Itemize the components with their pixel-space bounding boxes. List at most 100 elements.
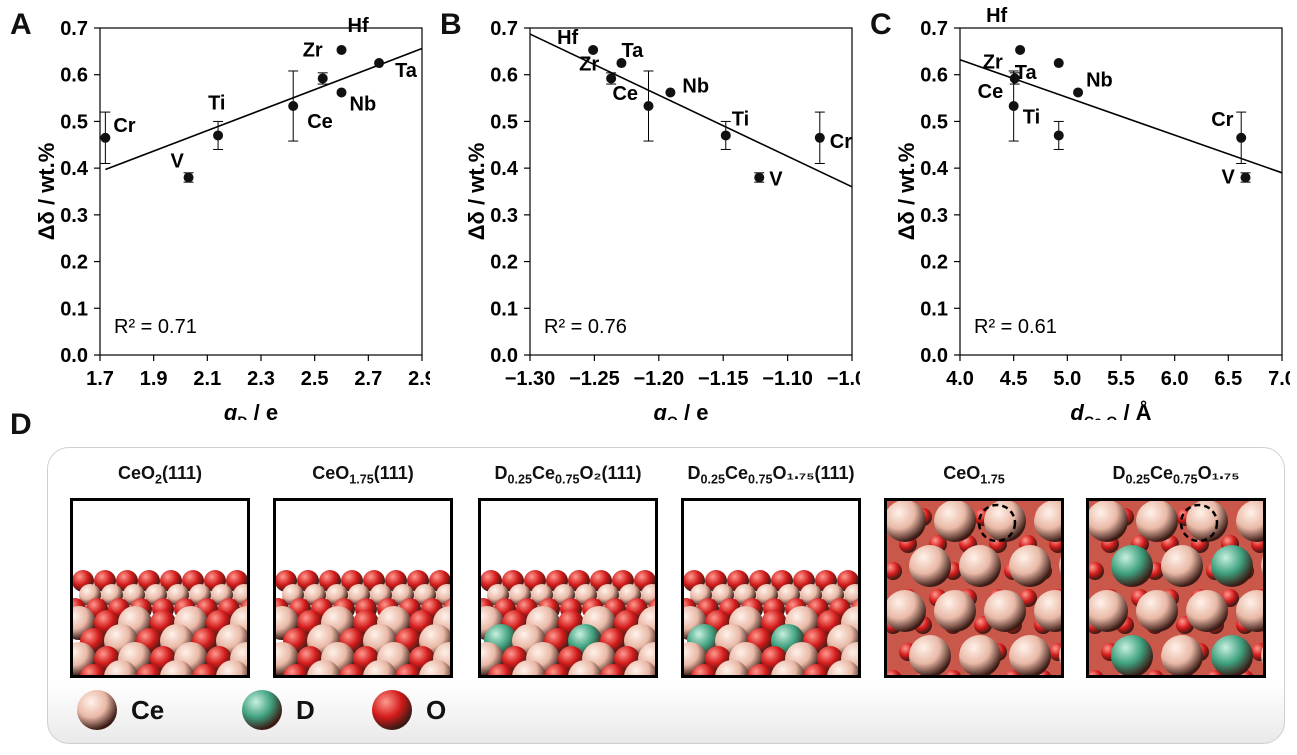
y-tick-label: 0.6: [60, 65, 88, 87]
point-label-ti: Ti: [1023, 106, 1040, 128]
o-atom: [395, 664, 421, 675]
data-point-ta: [374, 58, 385, 69]
ce-atom: [1161, 545, 1203, 587]
point-label-v: V: [769, 168, 783, 190]
structure-title-mid: (111): [373, 463, 414, 483]
ce-atom: [1009, 545, 1051, 587]
y-tick-label: 0.7: [490, 18, 518, 40]
o-atom: [944, 670, 962, 675]
ce-atom: [844, 584, 858, 606]
slab-top-view: [1086, 498, 1266, 678]
data-point-nb: [1073, 87, 1084, 98]
ce-atom: [959, 545, 1001, 587]
y-tick-label: 0.2: [490, 252, 518, 274]
ce-atom: [984, 501, 1026, 542]
data-point-zr: [317, 73, 328, 84]
ce-atom: [1034, 590, 1061, 632]
structure-title: CeO1.75(111): [263, 458, 463, 488]
x-axis-label: qD / e: [224, 400, 278, 420]
structure-title-sub2: 0.75: [554, 472, 580, 487]
structure-title: CeO1.75: [874, 458, 1074, 488]
structure-title-post: O₁.₇₅: [1197, 463, 1240, 483]
d-atom-icon: [242, 690, 282, 730]
x-tick-label: 2.1: [193, 368, 221, 390]
ce-atom: [887, 501, 926, 542]
x-tick-label: 1.9: [140, 368, 168, 390]
ce-atom: [216, 660, 247, 675]
atom-legend: Ce D O: [75, 685, 495, 735]
ce-atom: [771, 660, 805, 675]
point-label-ta: Ta: [1015, 62, 1038, 84]
x-axis-label: qO / e: [654, 400, 709, 420]
ce-atom: [1089, 501, 1128, 542]
x-tick-label: −1.25: [569, 368, 620, 390]
legend-ball: [77, 690, 117, 730]
structures-panel: Ce O 2 (111) CeO1.75(111) D0.25Ce0.75O₂(111) D…: [47, 447, 1285, 744]
point-label-hf: Hf: [348, 15, 369, 37]
y-tick-label: 0.5: [490, 111, 518, 133]
ce-atom: [160, 660, 194, 675]
data-point-ce: [1008, 101, 1019, 112]
point-label-nb: Nb: [682, 75, 709, 97]
d-atom: [1211, 545, 1253, 587]
structure-title-sub2: 0.75: [1173, 472, 1198, 487]
ce-atom: [1236, 501, 1263, 542]
structure-render: [481, 570, 655, 675]
o-atom: [1089, 670, 1104, 675]
legend-item-o: O: [370, 685, 446, 735]
y-axis-label: Δδ / wt.%: [894, 143, 919, 241]
r-squared-annotation: R² = 0.61: [974, 316, 1057, 338]
o-atom-icon: [372, 690, 412, 730]
ce-atom: [1261, 557, 1263, 575]
y-tick-label: 0.7: [920, 18, 948, 40]
point-label-v: V: [1222, 166, 1236, 188]
ce-atom: [1059, 647, 1061, 665]
panel-letter-a: A: [10, 8, 32, 41]
charts-area: A B C D 0.0 0.1 0.2 0.3 0.4 0.5 0.6 0.7 1.7 1.9 2.…: [10, 5, 1290, 441]
structure-render: [1089, 501, 1263, 675]
data-point-nb: [336, 87, 347, 98]
structure-title-sub2: 0.75: [748, 472, 773, 487]
y-tick-label: 0.1: [920, 298, 948, 320]
point-label-hf: Hf: [986, 5, 1007, 27]
fit-line: [105, 47, 423, 171]
point-label-ti: Ti: [208, 92, 225, 114]
x-axis-label: dCe-O / Å: [1070, 399, 1151, 420]
y-tick-label: 0.7: [60, 18, 88, 40]
point-label-cr: Cr: [113, 115, 135, 137]
point-label-ce: Ce: [978, 81, 1004, 103]
o-atom: [339, 664, 365, 675]
y-tick-label: 0.6: [490, 65, 518, 87]
structure-title: D0.25Ce0.75O₂(111): [468, 458, 668, 488]
data-point-nb: [665, 87, 676, 98]
point-label-cr: Cr: [830, 131, 852, 153]
data-point-ta: [616, 58, 627, 69]
ce-atom: [233, 584, 247, 606]
ce-atom: [827, 660, 858, 675]
ce-atom: [909, 635, 951, 675]
y-tick-label: 0.4: [490, 158, 519, 180]
o-atom: [887, 670, 902, 675]
point-label-v: V: [171, 150, 185, 172]
structure-title: D0.25Ce0.75O₁.₇₅: [1076, 458, 1276, 488]
structure-title-mid: Ce: [725, 463, 749, 483]
legend-label-ce: Ce: [131, 694, 165, 725]
x-tick-label: 5.5: [1107, 368, 1135, 390]
legend-ball: [372, 690, 412, 730]
ce-atom: [887, 590, 926, 632]
ce-atom: [1186, 590, 1228, 632]
slab-side-view: [478, 498, 658, 678]
structure-title-sub1: 2: [154, 472, 162, 487]
x-tick-label: −1.20: [633, 368, 684, 390]
o-atom: [803, 664, 829, 675]
panel-letter-b: B: [440, 8, 462, 41]
structure-title-post: O₁.₇₅(111): [772, 463, 855, 483]
fit-line: [529, 33, 853, 188]
point-label-cr: Cr: [1211, 109, 1233, 131]
data-point-v: [754, 172, 765, 183]
structure-tile: CeO1.75(111): [263, 458, 463, 678]
ce-atom: [1261, 647, 1263, 665]
data-point-ti: [720, 130, 731, 141]
slab-side-view: [681, 498, 861, 678]
structure-render: [684, 570, 858, 675]
